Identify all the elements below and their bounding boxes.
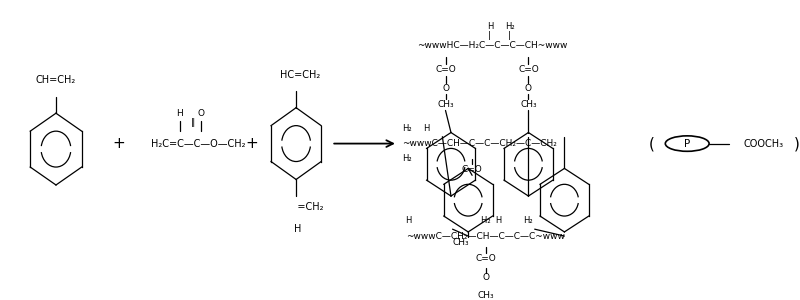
Text: COOCH₃: COOCH₃ [744, 139, 784, 148]
Text: P: P [684, 139, 690, 148]
Text: CH₃: CH₃ [478, 291, 494, 300]
Text: O: O [482, 273, 490, 282]
Text: H: H [176, 109, 183, 118]
Text: H₂: H₂ [523, 216, 533, 225]
Text: O: O [442, 84, 449, 93]
Text: H₂C=C—C—O—CH₂: H₂C=C—C—O—CH₂ [151, 139, 246, 148]
Text: C=O: C=O [518, 64, 538, 74]
Text: H: H [406, 216, 412, 225]
Text: H₂: H₂ [506, 22, 515, 31]
Text: CH=CH₂: CH=CH₂ [36, 75, 76, 85]
Text: H: H [424, 124, 430, 133]
Text: H₂: H₂ [402, 154, 411, 163]
Text: |: | [508, 32, 511, 40]
Text: +: + [245, 136, 258, 151]
Text: ~wwwC—CH₂—CH—C—C—C~www: ~wwwC—CH₂—CH—C—C—C~www [406, 232, 565, 241]
Text: +: + [112, 136, 125, 151]
Text: ~wwwHC—H₂C—C—C—CH~www: ~wwwHC—H₂C—C—C—CH~www [418, 41, 568, 50]
Text: ‖: ‖ [190, 118, 195, 127]
Text: C=O: C=O [435, 64, 456, 74]
Text: |: | [488, 32, 490, 40]
Text: CH₃: CH₃ [437, 100, 454, 109]
Text: =CH₂: =CH₂ [288, 202, 323, 212]
Text: ~wwwC—CH—C—C—CH₂—C—CH₂: ~wwwC—CH—C—C—CH₂—C—CH₂ [402, 139, 557, 148]
Text: H: H [294, 224, 302, 234]
Text: CH₃: CH₃ [520, 100, 537, 109]
Text: O: O [197, 109, 204, 118]
Text: H₂: H₂ [402, 124, 411, 133]
Text: C=O: C=O [476, 254, 497, 263]
Text: (: ( [649, 136, 655, 151]
Text: H: H [487, 22, 494, 31]
Text: H₂  H: H₂ H [482, 216, 502, 225]
Text: HC=CH₂: HC=CH₂ [280, 70, 320, 80]
Text: C=O: C=O [462, 165, 482, 174]
Text: O: O [525, 84, 532, 93]
Text: CH₃: CH₃ [452, 238, 469, 247]
Text: ): ) [794, 136, 800, 151]
